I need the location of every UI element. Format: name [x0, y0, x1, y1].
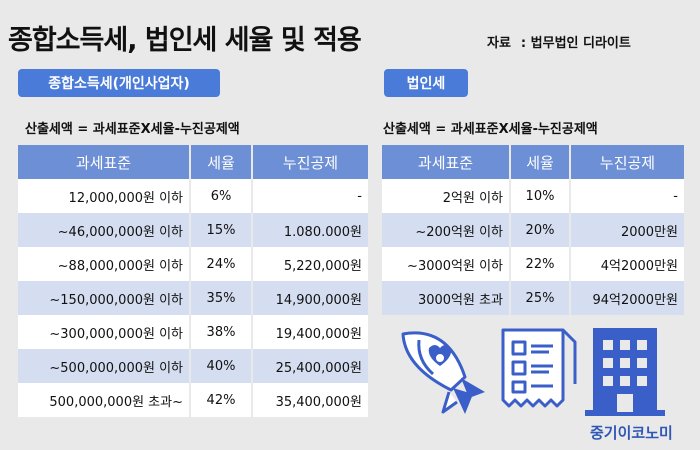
cell-rate: 35%: [190, 281, 253, 315]
cell-deduction: -: [252, 179, 368, 213]
table-row: ~46,000,000원 이하 15% 1.080.000원: [18, 213, 368, 247]
rocket-icon: [401, 331, 485, 414]
table-row: ~150,000,000원 이하 35% 14,900,000원: [18, 281, 368, 315]
receipt-icon: [501, 328, 577, 408]
source-note: 자료 : 법무법인 디라이트: [487, 32, 631, 51]
cell-base: ~300,000,000원 이하: [18, 315, 191, 349]
cell-deduction: -: [570, 179, 684, 213]
cell-base: ~3000억원 이하: [382, 247, 511, 281]
cell-rate: 10%: [510, 179, 571, 213]
page-title: 종합소득세, 법인세 세율 및 적용: [8, 25, 362, 56]
cell-rate: 25%: [510, 281, 571, 315]
cell-deduction: 1.080.000원: [252, 213, 368, 247]
cell-deduction: 4억2000만원: [570, 247, 684, 281]
table-row: 500,000,000원 초과~ 42% 35,400,000원: [18, 383, 368, 417]
cell-rate: 40%: [190, 349, 253, 383]
table-row: 12,000,000원 이하 6% -: [18, 179, 368, 213]
header-base: 과세표준: [18, 145, 191, 179]
individual-tax-table: 과세표준 세율 누진공제 12,000,000원 이하 6% - ~46,000…: [18, 145, 368, 417]
cell-base: ~88,000,000원 이하: [18, 247, 191, 281]
header-deduction: 누진공제: [252, 145, 368, 179]
cell-deduction: 94억2000만원: [570, 281, 684, 315]
cell-base: ~500,000,000원 이하: [18, 349, 191, 383]
cell-deduction: 25,400,000원: [252, 349, 368, 383]
cell-rate: 22%: [510, 247, 571, 281]
cell-rate: 20%: [510, 213, 571, 247]
cell-base: 3000억원 초과: [382, 281, 511, 315]
cell-rate: 15%: [190, 213, 253, 247]
cell-base: 12,000,000원 이하: [18, 179, 191, 213]
cell-deduction: 2000만원: [570, 213, 684, 247]
header-base: 과세표준: [382, 145, 511, 179]
individual-tax-badge: 종합소득세(개인사업자): [18, 69, 220, 97]
cell-rate: 38%: [190, 315, 253, 349]
table-header-row: 과세표준 세율 누진공제: [382, 145, 684, 179]
individual-formula: 산출세액 = 과세표준X세율-누진공제액: [25, 122, 240, 137]
cell-base: ~200억원 이하: [382, 213, 511, 247]
icon-group: [401, 328, 665, 416]
header-deduction: 누진공제: [570, 145, 684, 179]
header-rate: 세율: [510, 145, 571, 179]
cell-base: ~150,000,000원 이하: [18, 281, 191, 315]
cell-base: 2억원 이하: [382, 179, 511, 213]
cell-deduction: 5,220,000원: [252, 247, 368, 281]
cell-rate: 6%: [190, 179, 253, 213]
cell-deduction: 35,400,000원: [252, 383, 368, 417]
table-row: ~3000억원 이하 22% 4억2000만원: [382, 247, 684, 281]
source-value: : 법무법인 디라이트: [520, 36, 631, 51]
cell-base: 500,000,000원 초과~: [18, 383, 191, 417]
cell-rate: 24%: [190, 247, 253, 281]
cell-rate: 42%: [190, 383, 253, 417]
building-icon: [585, 328, 665, 416]
brand-logo: 중기이코노미: [590, 424, 673, 442]
corporate-tax-badge: 법인세: [384, 69, 468, 97]
table-row: ~300,000,000원 이하 38% 19,400,000원: [18, 315, 368, 349]
corporate-tax-table: 과세표준 세율 누진공제 2억원 이하 10% - ~200억원 이하 20% …: [382, 145, 684, 315]
table-row: ~88,000,000원 이하 24% 5,220,000원: [18, 247, 368, 281]
table-row: 3000억원 초과 25% 94억2000만원: [382, 281, 684, 315]
cell-deduction: 14,900,000원: [252, 281, 368, 315]
cell-base: ~46,000,000원 이하: [18, 213, 191, 247]
header-rate: 세율: [190, 145, 253, 179]
source-label: 자료: [487, 36, 511, 51]
table-row: ~500,000,000원 이하 40% 25,400,000원: [18, 349, 368, 383]
table-header-row: 과세표준 세율 누진공제: [18, 145, 368, 179]
table-row: 2억원 이하 10% -: [382, 179, 684, 213]
corporate-formula: 산출세액 = 과세표준X세율-누진공제액: [383, 122, 598, 137]
cell-deduction: 19,400,000원: [252, 315, 368, 349]
table-row: ~200억원 이하 20% 2000만원: [382, 213, 684, 247]
